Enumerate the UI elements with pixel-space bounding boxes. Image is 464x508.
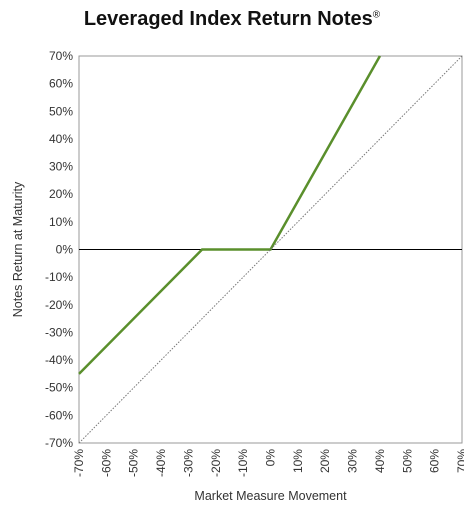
series-group [78, 55, 463, 444]
x-tick-label: -60% [99, 449, 113, 477]
registered-mark: ® [372, 9, 381, 21]
x-tick-label: 10% [291, 449, 305, 473]
x-tick-label: 0% [264, 449, 278, 467]
x-tick-label: -40% [154, 449, 168, 477]
x-tick-label: -30% [181, 449, 195, 477]
x-axis-label: Market Measure Movement [194, 489, 347, 503]
y-tick-label: 20% [49, 187, 73, 201]
x-tick-label: 20% [318, 449, 332, 473]
y-tick-label: -40% [45, 353, 73, 367]
chart-title: Leveraged Index Return Notes® [0, 8, 464, 31]
x-tick-label: -50% [127, 449, 141, 477]
y-tick-label: 60% [49, 77, 73, 91]
x-tick-label: 60% [428, 449, 442, 473]
x-tick-label: 50% [400, 449, 414, 473]
y-tick-label: 0% [56, 243, 74, 257]
y-tick-label: 50% [49, 104, 73, 118]
y-axis-label: Notes Return at Maturity [11, 181, 25, 317]
y-tick-label: -30% [45, 325, 73, 339]
x-tick-labels: -70% -60% -50% -40% -30% -20% -10% 0% 10% 20% 30% 4… [72, 449, 464, 477]
y-tick-label: 70% [49, 49, 73, 63]
x-tick-label: -70% [72, 449, 86, 477]
x-tick-label: 40% [373, 449, 387, 473]
y-tick-label: 10% [49, 215, 73, 229]
y-tick-label: -60% [45, 408, 73, 422]
y-tick-label: 30% [49, 160, 73, 174]
x-tick-label: -10% [236, 449, 250, 477]
y-tick-label: 40% [49, 132, 73, 146]
x-tick-label: 70% [455, 449, 464, 473]
chart-title-text: Leveraged Index Return Notes [83, 8, 373, 30]
y-tick-label: -70% [45, 436, 73, 450]
reference-diagonal-line [78, 55, 463, 444]
notes-return-line [78, 55, 382, 375]
y-tick-label: -50% [45, 381, 73, 395]
y-tick-labels: 70% 60% 50% 40% 30% 20% 10% 0% -10% -20% -30% -40% -… [45, 49, 73, 450]
x-tick-label: 30% [346, 449, 360, 473]
x-tick-label: -20% [209, 449, 223, 477]
y-tick-label: -20% [45, 298, 73, 312]
y-tick-label: -10% [45, 270, 73, 284]
